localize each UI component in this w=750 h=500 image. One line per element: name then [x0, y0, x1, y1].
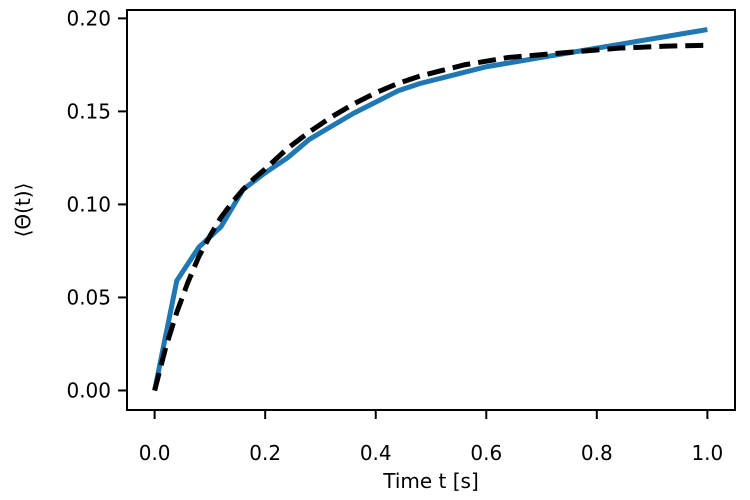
y-tick-label: 0.15: [66, 99, 111, 123]
x-axis-ticks: 0.0 0.2 0.4 0.6 0.8 1.0: [139, 410, 723, 465]
series-layer: [152, 27, 708, 392]
y-axis-label: ⟨Θ(t)⟩: [11, 183, 35, 238]
y-axis-ticks: 0.00 0.05 0.10 0.15 0.20: [66, 6, 127, 402]
x-tick-label: 0.2: [249, 441, 281, 465]
plot-frame: [126, 9, 736, 411]
dashed-series-line: [152, 42, 708, 392]
x-tick-label: 0.8: [581, 441, 613, 465]
y-tick-label: 0.05: [66, 285, 111, 309]
solid-series-line: [152, 27, 708, 391]
y-tick-label: 0.10: [66, 192, 111, 216]
y-tick-label: 0.00: [66, 378, 111, 402]
x-axis-label: Time t [s]: [382, 469, 479, 493]
x-tick-label: 0.0: [139, 441, 171, 465]
x-tick-label: 0.4: [360, 441, 392, 465]
x-tick-label: 1.0: [691, 441, 723, 465]
y-tick-label: 0.20: [66, 6, 111, 30]
x-tick-label: 0.6: [470, 441, 502, 465]
